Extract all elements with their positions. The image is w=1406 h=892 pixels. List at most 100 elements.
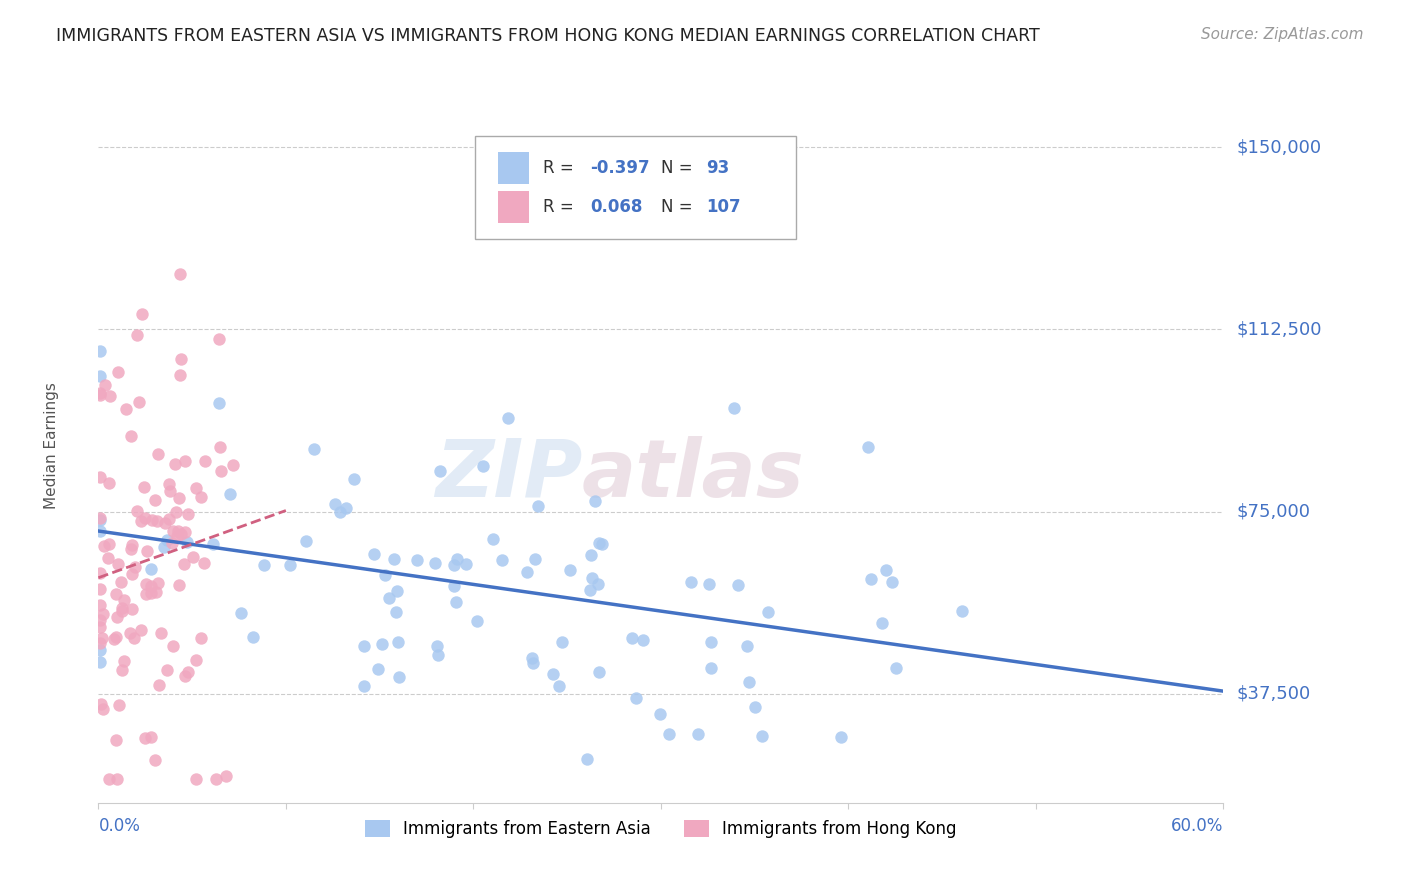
Point [89,643,111,657]
Point [588,536,610,550]
Point [120,626,142,640]
Point [620,631,643,645]
Point [882,575,904,590]
Point [758,606,780,620]
Point [105,630,128,644]
Point [111,600,134,615]
Point [884,660,907,674]
Legend: Immigrants from Eastern Asia, Immigrants from Hong Kong: Immigrants from Eastern Asia, Immigrants… [359,813,963,845]
Text: IMMIGRANTS FROM EASTERN ASIA VS IMMIGRANTS FROM HONG KONG MEDIAN EARNINGS CORREL: IMMIGRANTS FROM EASTERN ASIA VS IMMIGRAN… [56,27,1040,45]
Point [114,401,136,416]
Point [190,632,212,646]
Point [242,630,264,644]
Point [148,678,170,692]
Point [89,344,111,359]
Point [325,497,347,511]
Point [97,537,120,551]
Point [121,567,143,582]
Point [141,513,163,527]
Point [583,494,606,508]
Point [89,566,111,580]
Point [91,702,114,716]
Point [353,639,375,653]
Point [700,635,723,649]
Point [90,631,112,645]
Point [127,504,149,518]
Point [387,583,409,598]
Text: $37,500: $37,500 [1237,684,1310,703]
Point [90,697,112,711]
Point [547,679,569,693]
Point [131,307,153,321]
Point [335,500,357,515]
Point [727,577,749,591]
Point [145,515,167,529]
Point [176,665,198,680]
Point [141,730,163,744]
Point [89,369,111,384]
Point [208,332,231,346]
Point [373,568,395,582]
Point [443,578,465,592]
Point [120,429,142,443]
Point [157,477,180,491]
Point [97,550,120,565]
Point [97,475,120,490]
Point [107,558,129,572]
Point [91,607,114,621]
Point [856,441,879,455]
Point [150,626,173,640]
Point [177,507,200,521]
Point [579,583,602,598]
Point [152,541,174,555]
Point [139,561,162,575]
Point [700,661,723,675]
Point [527,500,550,514]
Point [167,524,190,538]
Point [89,385,111,400]
Point [104,587,127,601]
Point [173,557,195,571]
Point [222,458,245,472]
Point [167,491,190,505]
Point [141,579,163,593]
Point [107,366,129,380]
Point [193,454,215,468]
Point [112,654,135,668]
Text: 107: 107 [706,198,741,216]
Point [121,538,143,552]
Point [143,493,166,508]
Text: -0.397: -0.397 [591,159,650,177]
Point [429,465,451,479]
Point [679,574,702,589]
Text: 0.068: 0.068 [591,198,643,216]
Point [125,327,148,342]
Text: N =: N = [661,198,697,216]
Point [454,557,477,571]
Point [658,727,681,741]
Point [444,595,467,609]
FancyBboxPatch shape [498,191,529,223]
Point [231,606,253,620]
Point [156,533,179,548]
Point [443,558,465,572]
Point [110,575,132,590]
Point [121,601,143,615]
Point [209,464,232,478]
Point [184,481,207,495]
Point [697,577,720,591]
Point [162,640,184,654]
Point [426,640,449,654]
Point [541,666,564,681]
Point [387,635,409,649]
Point [89,636,111,650]
Text: R =: R = [543,198,579,216]
Point [576,752,599,766]
Point [135,587,157,601]
Point [367,662,389,676]
Point [89,387,111,401]
Point [89,469,111,483]
Text: $112,500: $112,500 [1237,320,1322,338]
Point [128,395,150,409]
Point [146,575,169,590]
